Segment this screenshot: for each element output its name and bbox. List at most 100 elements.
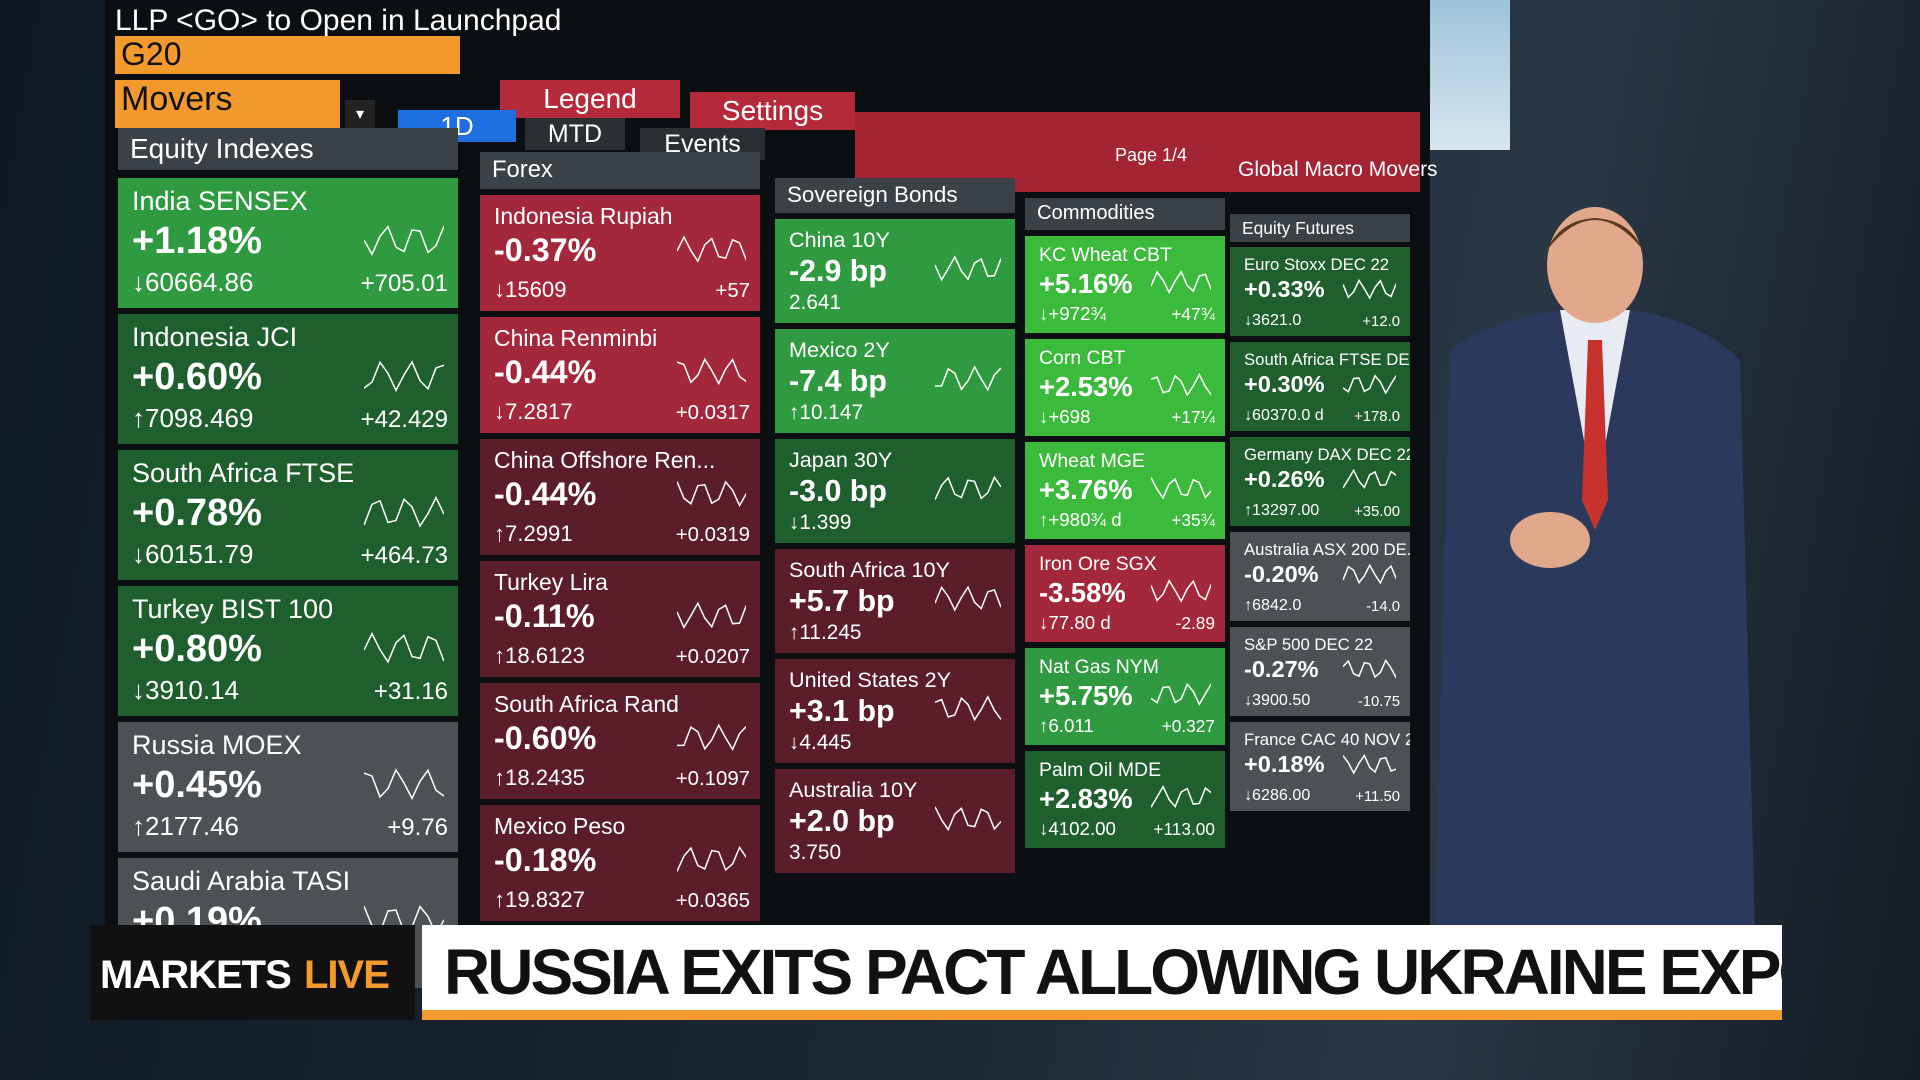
sparkline: [1150, 372, 1211, 397]
sparkline-path: [364, 495, 444, 528]
tile-level: ↓60151.79: [132, 539, 254, 569]
sparkline: [676, 480, 746, 508]
brand-box: MARKETS LIVE: [90, 925, 415, 1020]
column-title: Forex: [480, 152, 760, 189]
tile-change: +5.7 bp: [789, 584, 895, 619]
tile-change: -0.60%: [494, 720, 597, 757]
tile-level: ↑18.2435: [494, 764, 585, 790]
tile-delta: -14.0: [1366, 599, 1400, 616]
sparkline: [364, 767, 444, 800]
tile-delta: +31.16: [373, 678, 448, 705]
sparkline: [935, 476, 1001, 501]
market-tile: China Renminbi -0.44% ↓7.2817 +0.0317: [480, 317, 760, 434]
tile-change: +3.76%: [1039, 474, 1133, 506]
market-tile: Indonesia JCI +0.60% ↑7098.469 +42.429: [118, 314, 458, 444]
sparkline: [1150, 269, 1211, 294]
tile-delta: +12.0: [1362, 314, 1400, 331]
mtd-tab[interactable]: MTD: [525, 118, 625, 150]
tile-level: ↑11.245: [789, 621, 862, 645]
market-tile: Australia ASX 200 DE... -0.20% ↑6842.0 -14.…: [1230, 532, 1410, 622]
sparkline-path: [1150, 269, 1211, 294]
sparkline: [676, 235, 746, 264]
sparkline-path: [935, 476, 1001, 501]
hands: [1510, 512, 1590, 568]
market-tile: Nat Gas NYM +5.75% ↑6.011 +0.327: [1025, 647, 1225, 745]
tile-delta: +0.0317: [675, 401, 750, 424]
sparkline-path: [676, 235, 746, 264]
tile-name: France CAC 40 NOV 22: [1244, 730, 1410, 750]
sparkline-path: [1342, 658, 1396, 679]
market-tile: United States 2Y +3.1 bp ↓4.445: [775, 659, 1015, 764]
tile-level: ↑2177.46: [132, 811, 239, 841]
view-field[interactable]: Movers: [115, 80, 340, 128]
tile-delta: +47¾: [1171, 304, 1215, 325]
tile-delta: +35¾: [1171, 510, 1215, 531]
market-tile: South Africa FTSE DE... +0.30% ↓60370.0 d +…: [1230, 342, 1410, 432]
tile-name: Australia 10Y: [789, 777, 918, 803]
market-tile: KC Wheat CBT +5.16% ↓+972¾ +47¾: [1025, 235, 1225, 333]
sparkline: [364, 224, 444, 256]
market-tile: Russia MOEX +0.45% ↑2177.46 +9.76: [118, 722, 458, 852]
sparkline-path: [1342, 468, 1396, 489]
tile-name: Australia ASX 200 DE...: [1244, 540, 1410, 560]
column-title: Sovereign Bonds: [775, 178, 1015, 213]
tile-change: -0.20%: [1244, 561, 1319, 588]
market-tile: France CAC 40 NOV 22 +0.18% ↓6286.00 +11.50: [1230, 722, 1410, 812]
brand-accent: LIVE: [304, 953, 390, 997]
tile-name: Mexico Peso: [494, 813, 626, 840]
sparkline: [935, 365, 1001, 392]
tile-level: ↑19.8327: [494, 886, 585, 912]
tile-name: South Africa 10Y: [789, 557, 950, 583]
brand: MARKETS: [100, 953, 292, 997]
head: [1547, 207, 1643, 323]
legend-button[interactable]: Legend: [500, 80, 680, 118]
column-title: Equity Futures: [1230, 214, 1410, 243]
group-field[interactable]: G20: [115, 36, 460, 74]
tile-level: ↓6286.00: [1244, 786, 1311, 805]
tile-name: Palm Oil MDE: [1039, 758, 1162, 781]
sparkline-path: [676, 480, 746, 508]
tile-name: KC Wheat CBT: [1039, 243, 1172, 266]
tile-delta: +178.0: [1354, 409, 1400, 426]
tile-level: ↓1.399: [789, 511, 852, 535]
tile-change: +0.33%: [1244, 276, 1325, 303]
tile-name: Euro Stoxx DEC 22: [1244, 255, 1390, 275]
sparkline-path: [935, 806, 1001, 832]
tile-change: +0.45%: [132, 764, 262, 806]
sparkline-path: [364, 767, 444, 800]
sparkline-path: [1342, 278, 1396, 300]
tie: [1582, 340, 1608, 530]
sparkline: [1342, 563, 1396, 585]
settings-button[interactable]: Settings: [690, 92, 855, 130]
sparkline: [1342, 658, 1396, 679]
sparkline-path: [935, 365, 1001, 392]
tile-change: -0.18%: [494, 842, 597, 879]
tile-level: ↓7.2817: [494, 398, 573, 424]
tile-name: Turkey Lira: [494, 569, 608, 596]
sparkline: [935, 255, 1001, 282]
tile-delta: +0.0207: [675, 645, 750, 668]
column-title: Equity Indexes: [118, 128, 458, 170]
market-tile: India SENSEX +1.18% ↓60664.86 +705.01: [118, 178, 458, 308]
sparkline-path: [1150, 578, 1211, 603]
tile-name: China 10Y: [789, 227, 890, 253]
dropdown[interactable]: ▾: [345, 100, 375, 130]
sparkline: [1150, 578, 1211, 603]
sparkline: [1150, 682, 1211, 706]
tile-level: ↓4102.00: [1039, 818, 1116, 840]
market-tile: Corn CBT +2.53% ↓+698 +17¼: [1025, 338, 1225, 436]
market-tile: Mexico 2Y -7.4 bp ↑10.147: [775, 329, 1015, 434]
tile-delta: -10.75: [1357, 694, 1400, 711]
tile-level: ↑+980¾ d: [1039, 509, 1122, 531]
sparkline-path: [1150, 784, 1211, 808]
sparkline: [1150, 476, 1211, 500]
hair: [1547, 218, 1643, 250]
tile-name: Indonesia JCI: [132, 322, 298, 352]
tile-name: Mexico 2Y: [789, 337, 890, 363]
tile-change: -7.4 bp: [789, 364, 887, 399]
tile-delta: +0.327: [1161, 716, 1215, 737]
tile-change: +0.18%: [1244, 751, 1325, 778]
tile-change: -0.44%: [494, 354, 597, 391]
market-tile: South Africa Rand -0.60% ↑18.2435 +0.1097: [480, 683, 760, 800]
sparkline: [935, 695, 1001, 722]
